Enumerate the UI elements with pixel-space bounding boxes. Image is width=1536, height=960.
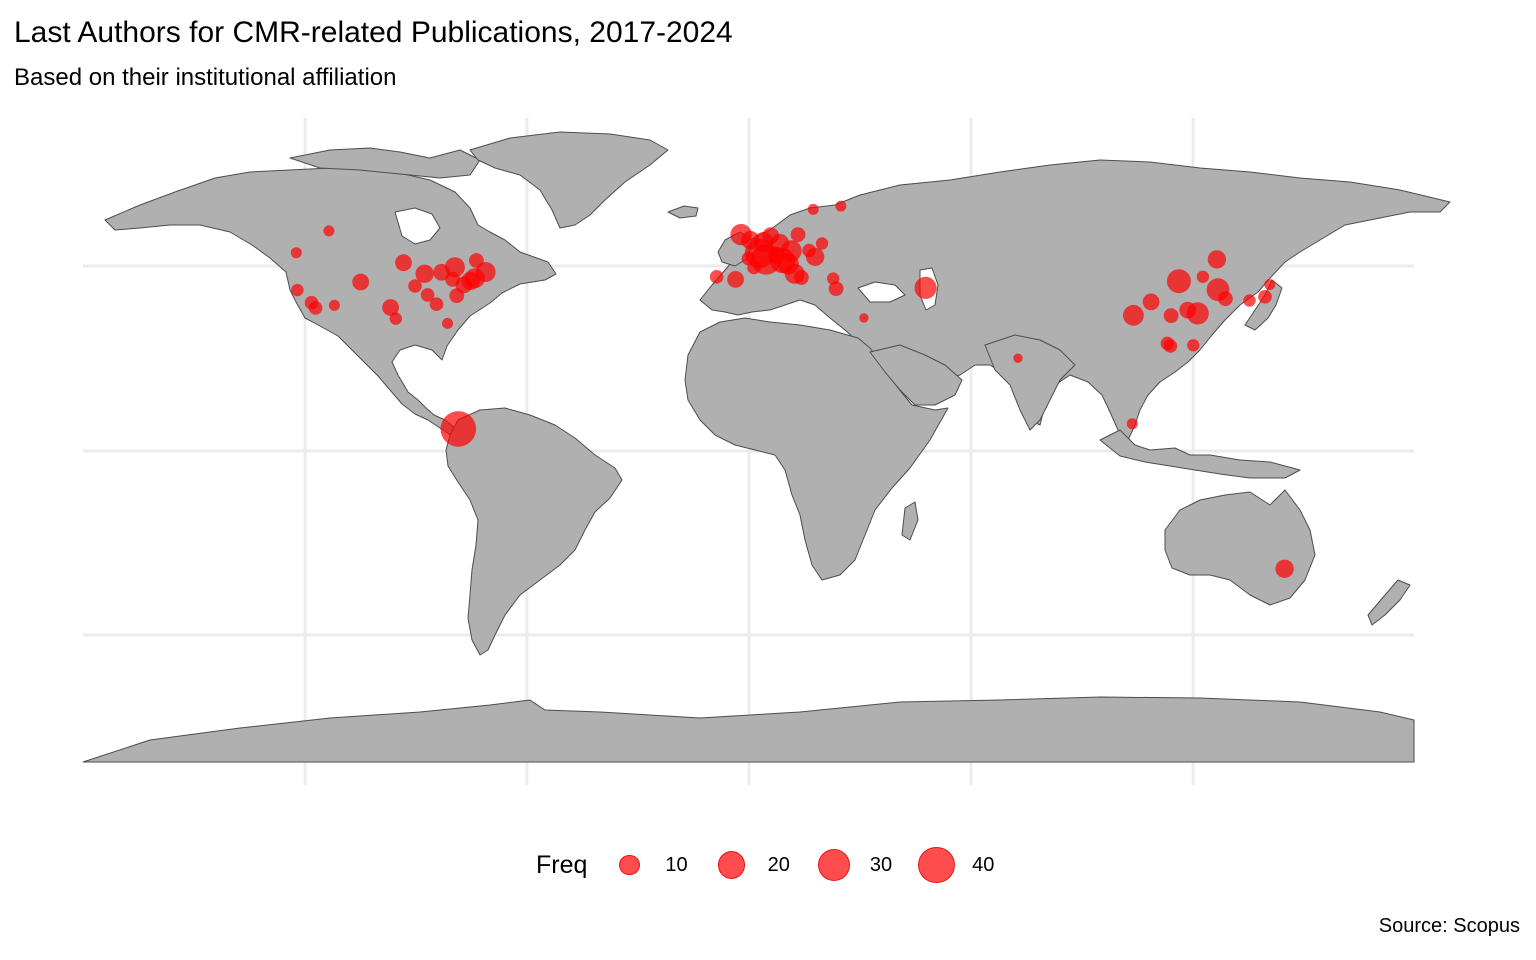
affiliation-point bbox=[1166, 269, 1191, 294]
land-masses bbox=[82, 131, 1451, 763]
legend-label: 10 bbox=[665, 853, 688, 876]
affiliation-point bbox=[790, 227, 806, 243]
legend-label: 40 bbox=[972, 853, 995, 876]
india bbox=[984, 334, 1076, 431]
affiliation-point bbox=[1218, 291, 1233, 306]
affiliation-point bbox=[1163, 308, 1179, 323]
affiliation-point bbox=[415, 264, 434, 283]
affiliation-point bbox=[828, 281, 844, 296]
affiliation-point bbox=[475, 262, 496, 282]
affiliation-point bbox=[815, 237, 829, 250]
data-points bbox=[290, 200, 1294, 578]
affiliation-point bbox=[1275, 559, 1294, 578]
affiliation-point bbox=[827, 272, 840, 285]
affiliation-point bbox=[395, 254, 412, 272]
affiliation-point bbox=[727, 271, 744, 288]
affiliation-point bbox=[794, 270, 809, 285]
affiliation-point bbox=[1163, 339, 1178, 353]
affiliation-point bbox=[308, 301, 323, 315]
affiliation-point bbox=[449, 288, 465, 304]
affiliation-point bbox=[762, 227, 780, 245]
affiliation-point bbox=[445, 272, 461, 287]
southeast-asia-islands bbox=[1099, 429, 1301, 479]
affiliation-point bbox=[382, 299, 399, 316]
legend-item: 40 bbox=[914, 843, 1006, 887]
affiliation-point bbox=[802, 243, 816, 258]
legend-label: 30 bbox=[869, 853, 893, 876]
affiliation-point bbox=[709, 270, 724, 284]
affiliation-point bbox=[807, 203, 819, 215]
affiliation-point bbox=[1123, 304, 1144, 326]
legend-key-circle bbox=[718, 851, 746, 879]
arabia bbox=[869, 344, 963, 406]
affiliation-point bbox=[290, 247, 302, 259]
affiliation-point bbox=[429, 297, 444, 312]
affiliation-point bbox=[1264, 279, 1276, 291]
affiliation-point bbox=[323, 225, 335, 237]
affiliation-point bbox=[1258, 290, 1272, 304]
new-zealand bbox=[1367, 579, 1411, 626]
affiliation-point bbox=[914, 276, 937, 299]
affiliation-point bbox=[1196, 270, 1210, 283]
legend-item: 10 bbox=[607, 843, 699, 887]
affiliation-point bbox=[1243, 294, 1256, 307]
black-sea bbox=[857, 281, 906, 303]
iceland bbox=[667, 205, 699, 219]
legend-title: Freq bbox=[536, 850, 588, 879]
affiliation-point bbox=[859, 313, 869, 323]
affiliation-point bbox=[747, 260, 761, 275]
affiliation-point bbox=[389, 312, 402, 325]
affiliation-point bbox=[835, 200, 847, 212]
affiliation-point bbox=[352, 273, 370, 291]
affiliation-point bbox=[1126, 418, 1138, 430]
source-caption: Source: Scopus bbox=[1378, 915, 1520, 937]
chart-subtitle: Based on their institutional affiliation bbox=[14, 64, 397, 91]
legend-item: 30 bbox=[812, 843, 904, 887]
chart-title: Last Authors for CMR-related Publication… bbox=[14, 16, 733, 49]
affiliation-point bbox=[469, 253, 484, 268]
greenland bbox=[469, 131, 669, 229]
size-legend: Freq 10 20 30 40 bbox=[536, 843, 1016, 887]
legend-item: 20 bbox=[710, 843, 802, 887]
japan bbox=[1244, 279, 1283, 331]
affiliation-point bbox=[767, 246, 785, 264]
affiliation-point bbox=[1179, 301, 1197, 319]
affiliation-point bbox=[433, 263, 450, 281]
legend-key-circle bbox=[817, 848, 851, 882]
affiliation-point bbox=[1187, 339, 1200, 352]
africa bbox=[684, 317, 949, 581]
affiliation-point bbox=[408, 279, 422, 293]
affiliation-point bbox=[440, 411, 477, 447]
affiliation-point bbox=[328, 299, 340, 311]
hudson-bay bbox=[394, 207, 441, 245]
affiliation-point bbox=[442, 317, 453, 329]
legend-key-circle bbox=[917, 846, 955, 884]
affiliation-point bbox=[420, 288, 435, 302]
legend-key-circle bbox=[619, 854, 640, 876]
affiliation-point bbox=[1013, 353, 1023, 363]
australia bbox=[1164, 489, 1316, 606]
madagascar bbox=[901, 501, 919, 541]
south-america bbox=[445, 407, 623, 656]
antarctica bbox=[82, 696, 1415, 763]
affiliation-point bbox=[1207, 250, 1227, 269]
legend-label: 20 bbox=[767, 853, 790, 876]
affiliation-point bbox=[291, 283, 304, 297]
affiliation-point bbox=[741, 230, 760, 250]
affiliation-point bbox=[1142, 293, 1160, 311]
